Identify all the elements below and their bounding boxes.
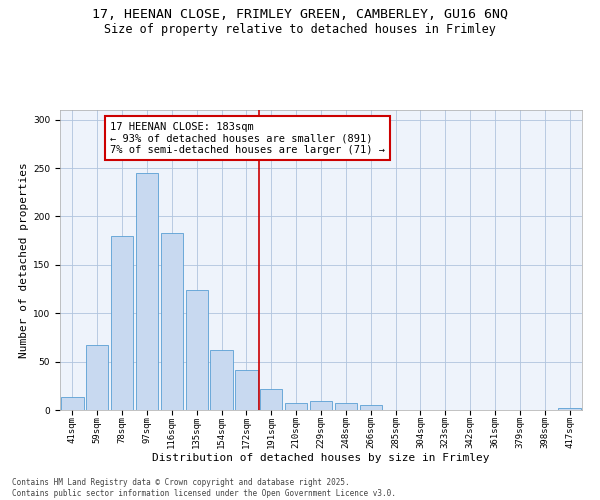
Bar [559,408,581,410]
X-axis label: Distribution of detached houses by size in Frimley: Distribution of detached houses by size … [152,452,490,462]
Bar [260,388,283,410]
Bar [61,398,83,410]
Bar [235,370,257,410]
Text: 17, HEENAN CLOSE, FRIMLEY GREEN, CAMBERLEY, GU16 6NQ: 17, HEENAN CLOSE, FRIMLEY GREEN, CAMBERL… [92,8,508,20]
Bar [359,405,382,410]
Bar [111,236,133,410]
Text: Size of property relative to detached houses in Frimley: Size of property relative to detached ho… [104,22,496,36]
Bar [335,403,357,410]
Text: Contains HM Land Registry data © Crown copyright and database right 2025.
Contai: Contains HM Land Registry data © Crown c… [12,478,396,498]
Bar [211,350,233,410]
Bar [310,402,332,410]
Text: 17 HEENAN CLOSE: 183sqm
← 93% of detached houses are smaller (891)
7% of semi-de: 17 HEENAN CLOSE: 183sqm ← 93% of detache… [110,122,385,155]
Bar [136,173,158,410]
Bar [86,345,109,410]
Y-axis label: Number of detached properties: Number of detached properties [19,162,29,358]
Bar [185,290,208,410]
Bar [161,233,183,410]
Bar [285,403,307,410]
